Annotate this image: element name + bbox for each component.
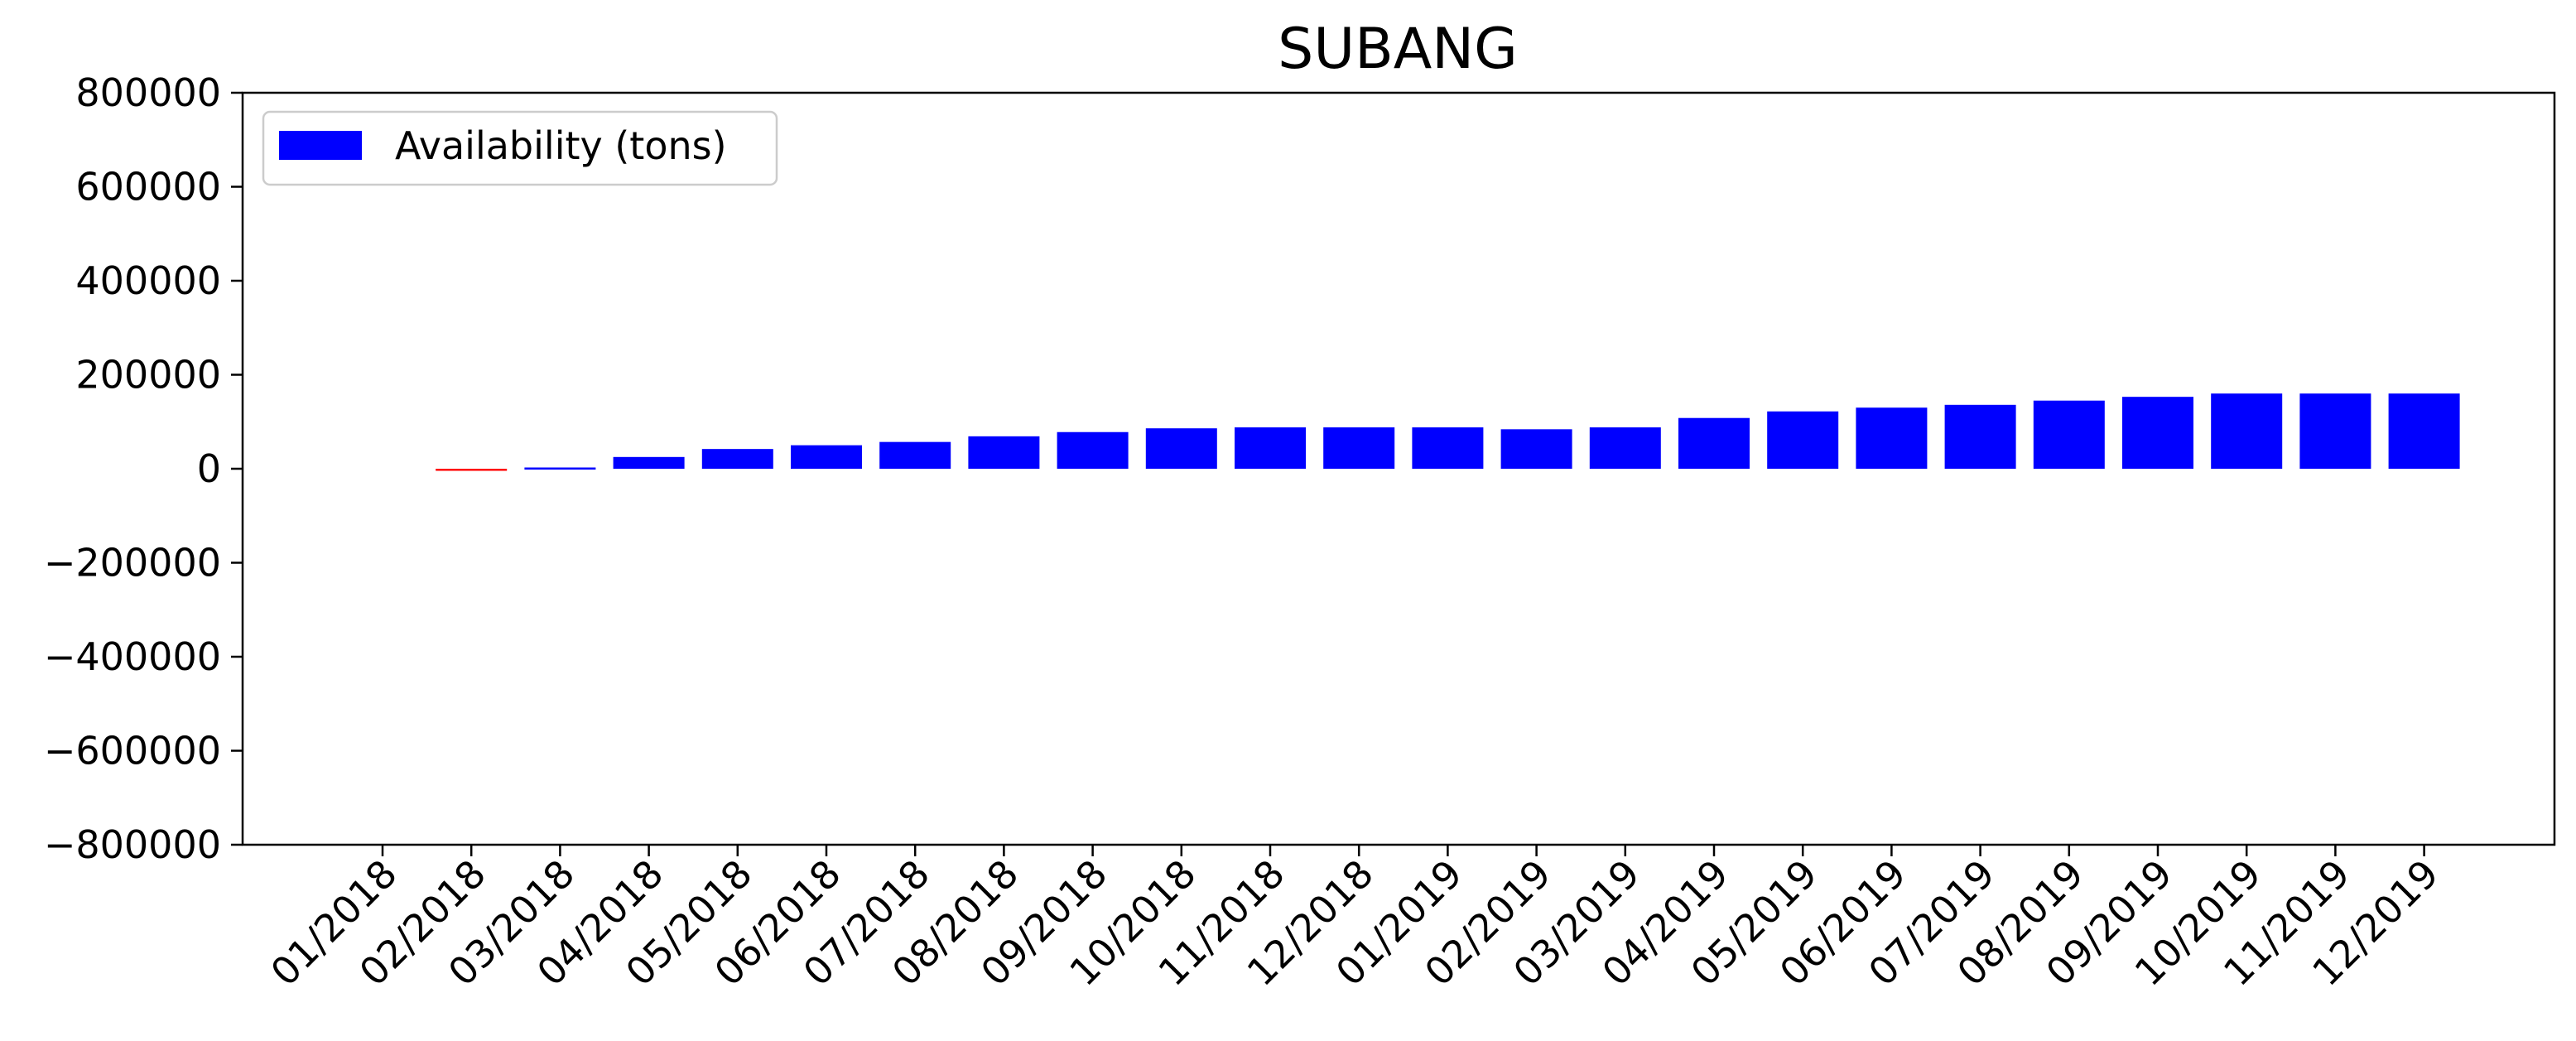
bar <box>1589 427 1661 469</box>
bar <box>1235 427 1306 469</box>
bar <box>791 445 862 469</box>
y-axis: 800000 600000 400000 200000 0 −200000 −400000 −… <box>44 70 243 867</box>
bar <box>613 456 685 469</box>
y-tick-label: −200000 <box>44 541 221 586</box>
bar <box>1944 404 2016 469</box>
bar <box>1767 411 1839 469</box>
bar <box>436 469 508 471</box>
bar <box>1145 428 1217 469</box>
y-tick-label: −800000 <box>44 822 221 867</box>
legend: Availability (tons) <box>262 110 778 186</box>
bar <box>1323 427 1395 469</box>
legend-box <box>262 110 778 186</box>
chart-title: SUBANG <box>1278 17 1518 82</box>
y-tick-label: −600000 <box>44 729 221 774</box>
bar <box>1856 407 1928 469</box>
bar <box>524 467 596 470</box>
bar <box>2033 400 2105 469</box>
bars-layer <box>436 393 2460 471</box>
y-tick-label: 200000 <box>75 353 221 398</box>
y-tick-label: 800000 <box>75 70 221 115</box>
plot-frame <box>241 91 2556 846</box>
y-tick-label: −400000 <box>44 634 221 679</box>
legend-label: Availability (tons) <box>395 123 727 168</box>
bar <box>2299 393 2371 469</box>
y-tick-label: 400000 <box>75 258 221 303</box>
bar <box>1412 427 1484 469</box>
bar <box>2211 393 2283 469</box>
bar <box>1500 429 1572 469</box>
bar <box>968 436 1040 469</box>
legend-swatch <box>279 131 362 160</box>
bar <box>1678 417 1750 469</box>
bar <box>2122 397 2193 469</box>
bar <box>879 441 951 469</box>
y-tick-label: 600000 <box>75 165 221 210</box>
bar <box>1057 431 1129 469</box>
bar <box>701 449 773 469</box>
y-tick-label: 0 <box>197 446 221 491</box>
bar <box>2388 393 2460 469</box>
